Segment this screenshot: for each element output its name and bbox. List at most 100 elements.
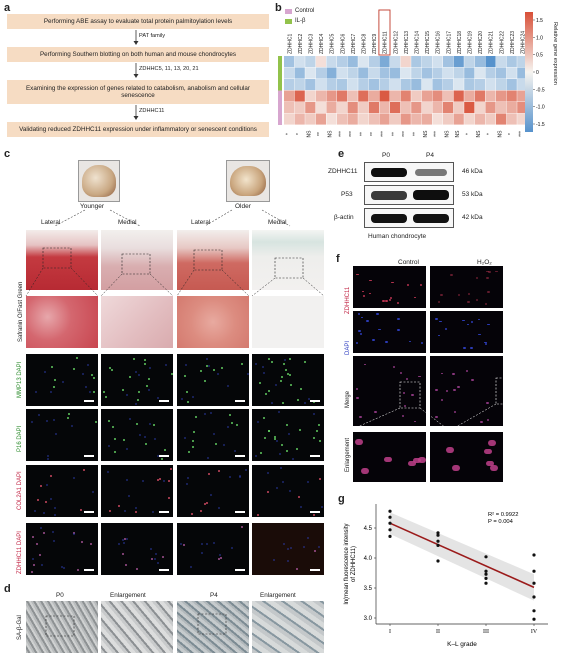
cell-dot	[107, 471, 110, 474]
significance-label: **	[413, 132, 419, 136]
f-cell-dot	[457, 386, 460, 389]
cell-dot	[79, 509, 82, 512]
fit-annotation: R² = 0.9922	[488, 512, 518, 518]
band-actin-p4	[413, 214, 449, 223]
cell-dot	[200, 543, 203, 546]
heatmap-cell	[421, 79, 432, 91]
cell-dot	[122, 389, 125, 392]
heatmap-cell	[305, 102, 316, 114]
cell-dot	[277, 411, 280, 414]
fit-line	[389, 522, 535, 589]
cell-dot	[263, 437, 266, 440]
cell-dot	[292, 458, 295, 461]
heatmap-cell	[294, 67, 305, 79]
heatmap-cell	[464, 102, 475, 114]
cell-dot	[157, 478, 160, 481]
gene-label: ZDHHC6	[340, 34, 346, 54]
f-cell-dot	[488, 271, 491, 273]
cell-dot	[281, 443, 284, 446]
cell-dot	[33, 563, 36, 566]
cell-dot	[152, 511, 155, 514]
f-cell-dot	[401, 415, 405, 417]
cell-dot	[217, 557, 220, 560]
heatmap-cell	[284, 113, 295, 125]
gene-label: ZDHHC19	[468, 31, 474, 54]
heatmap-cell	[485, 113, 496, 125]
heatmap-cell	[390, 102, 401, 114]
cell-dot	[307, 481, 310, 484]
data-point	[484, 569, 488, 573]
cell-dot	[272, 559, 275, 562]
heatmap-cell	[421, 102, 432, 114]
cell-dot	[34, 510, 37, 513]
gene-label: ZDHHC13	[404, 31, 410, 54]
scale-bar	[235, 455, 245, 457]
cell-dot	[193, 430, 196, 433]
f-cell-dot	[453, 389, 456, 392]
f-cell-dot	[480, 421, 483, 423]
cell-dot	[302, 545, 305, 548]
cell-dot	[31, 535, 34, 538]
panel-a-label: a	[4, 2, 11, 14]
cell-dot	[164, 363, 167, 366]
joint-photo-older	[226, 160, 270, 202]
cell-dot	[218, 506, 221, 509]
gene-label: ZDHHC12	[393, 31, 399, 54]
heatmap-cell	[443, 56, 454, 68]
x-tick-label: II	[436, 629, 440, 635]
heatmap-cell	[496, 79, 507, 91]
f-cell-dot	[368, 292, 372, 295]
f-cell-dot	[440, 372, 444, 375]
f-cell-dot	[408, 460, 417, 467]
cell-dot	[42, 511, 45, 514]
y-tick-label: 3.5	[364, 586, 373, 592]
flow-arrow-1	[133, 30, 139, 45]
data-point	[388, 528, 392, 532]
cell-dot	[154, 438, 157, 441]
cell-dot	[52, 386, 55, 389]
cell-dot	[223, 443, 226, 446]
cell-dot	[31, 557, 34, 560]
safranin-young-lateral	[26, 230, 98, 290]
heatmap-cell	[284, 102, 295, 114]
heatmap-cell	[443, 113, 454, 125]
f-cell-dot	[396, 302, 400, 305]
cell-dot	[255, 454, 258, 457]
y-tick-label: 4.5	[364, 526, 373, 532]
f-cell-dot	[360, 316, 364, 319]
band-p53-p4	[413, 190, 449, 200]
cell-dot	[206, 357, 209, 360]
heatmap-cell	[432, 102, 443, 114]
heatmap-cell	[506, 90, 517, 102]
panel-d-label: d	[4, 583, 11, 595]
heatmap-cell	[390, 113, 401, 125]
cell-dot	[122, 552, 125, 555]
cell-dot	[41, 564, 44, 567]
cell-dot	[72, 476, 75, 479]
heatmap-cell	[368, 67, 379, 79]
colorbar-tick: 1.5	[536, 18, 543, 24]
f-cell-dot	[457, 294, 461, 297]
safranin-old-lateral	[177, 230, 249, 290]
gene-label: ZDHHC9	[372, 34, 378, 54]
x-tick-label: I	[389, 629, 391, 635]
x-axis-label: K–L grade	[447, 641, 477, 648]
cell-dot	[108, 367, 111, 370]
cell-dot	[231, 421, 234, 424]
f-cell-dot	[355, 387, 359, 390]
cell-dot	[280, 375, 283, 378]
gene-label: ZDHHC2	[298, 34, 304, 54]
row-label-col2a1: COL2A1 DAPI	[17, 471, 23, 510]
cell-dot	[229, 476, 232, 479]
safranin-zoom-old-lateral	[177, 296, 249, 348]
heatmap-cell	[464, 90, 475, 102]
f-cell-dot	[361, 290, 365, 293]
heatmap-cell	[368, 56, 379, 68]
f-cell-dot	[403, 405, 407, 407]
f-col-h2o2: H₂O₂	[477, 259, 492, 266]
heatmap-cell	[432, 90, 443, 102]
f-cell-dot	[437, 300, 441, 303]
f-cell-dot	[478, 333, 481, 336]
cell-dot	[40, 484, 43, 487]
significance-label: *	[487, 133, 493, 135]
